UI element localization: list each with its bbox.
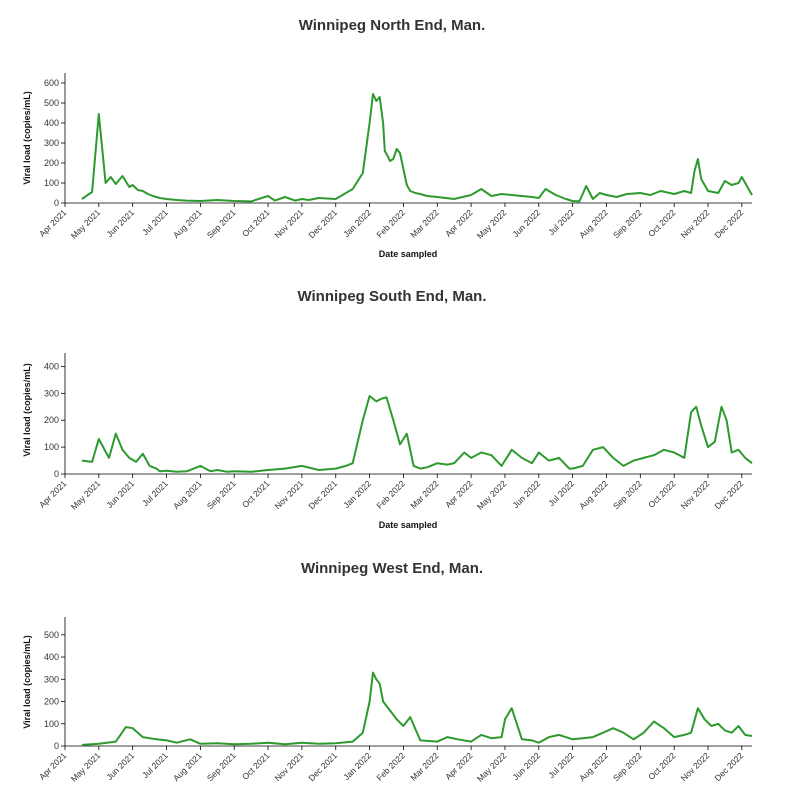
- x-tick-label: Jan 2022: [341, 207, 373, 239]
- y-tick-label: 0: [54, 198, 59, 208]
- x-tick-label: Jul 2021: [140, 750, 170, 780]
- x-tick-label: Jun 2021: [104, 207, 136, 239]
- x-axis-label: Date sampled: [379, 520, 438, 530]
- x-tick-label: Nov 2022: [679, 750, 712, 783]
- x-tick-label: May 2022: [475, 750, 509, 784]
- x-tick-label: Aug 2021: [171, 750, 204, 783]
- x-tick-label: Oct 2022: [646, 478, 678, 510]
- x-tick-label: Oct 2022: [646, 750, 678, 782]
- x-tick-label: Oct 2022: [646, 207, 678, 239]
- x-tick-label: Dec 2021: [306, 207, 339, 240]
- x-tick-label: Oct 2021: [240, 478, 272, 510]
- x-tick-label: Nov 2022: [679, 207, 712, 240]
- x-tick-label: Oct 2021: [240, 750, 272, 782]
- x-tick-label: Sep 2021: [205, 478, 238, 511]
- x-tick-label: Jul 2022: [546, 478, 576, 508]
- chart-panel-south: Winnipeg South End, Man. Viral load (cop…: [22, 288, 753, 530]
- y-tick-label: 0: [54, 741, 59, 751]
- x-tick-label: Feb 2022: [374, 478, 407, 511]
- x-tick-label: Sep 2021: [205, 207, 238, 240]
- y-axis-label: Viral load (copies/mL): [22, 91, 32, 184]
- series-line: [81, 395, 753, 473]
- x-tick-label: Nov 2021: [273, 478, 306, 511]
- x-tick-label: Jul 2022: [546, 207, 576, 237]
- x-tick-label: Aug 2022: [577, 478, 610, 511]
- x-tick-label: Apr 2022: [443, 750, 475, 782]
- x-tick-label: Jun 2022: [510, 750, 542, 782]
- x-tick-label: Dec 2022: [712, 207, 745, 240]
- x-tick-label: May 2022: [475, 478, 509, 512]
- series-line: [81, 93, 753, 203]
- x-tick-label: Nov 2021: [273, 750, 306, 783]
- chart-title: Winnipeg South End, Man.: [297, 288, 486, 305]
- x-tick-label: Jun 2021: [104, 750, 136, 782]
- y-tick-label: 300: [44, 388, 59, 398]
- x-tick-label: Dec 2021: [306, 478, 339, 511]
- x-tick-label: Sep 2021: [205, 750, 238, 783]
- y-tick-label: 200: [44, 697, 59, 707]
- y-tick-label: 200: [44, 415, 59, 425]
- x-tick-label: Nov 2021: [273, 207, 306, 240]
- x-tick-label: Dec 2022: [712, 750, 745, 783]
- x-tick-label: Jan 2022: [341, 478, 373, 510]
- x-tick-label: Apr 2021: [37, 478, 69, 510]
- x-tick-label: Apr 2022: [443, 207, 475, 239]
- x-tick-label: Sep 2022: [611, 478, 644, 511]
- x-tick-label: Oct 2021: [240, 207, 272, 239]
- x-tick-label: Jul 2022: [546, 750, 576, 780]
- y-tick-label: 200: [44, 158, 59, 168]
- x-tick-label: Jul 2021: [140, 478, 170, 508]
- y-tick-label: 500: [44, 630, 59, 640]
- chart-panel-west: Winnipeg West End, Man. Viral load (copi…: [22, 560, 753, 784]
- chart-title: Winnipeg West End, Man.: [301, 560, 483, 577]
- x-tick-label: Mar 2022: [408, 750, 441, 783]
- x-tick-label: Feb 2022: [374, 750, 407, 783]
- x-tick-label: Mar 2022: [408, 207, 441, 240]
- y-axis-label: Viral load (copies/mL): [22, 363, 32, 456]
- x-tick-label: Jul 2021: [140, 207, 170, 237]
- chart-panel-north: Winnipeg North End, Man. Viral load (cop…: [22, 17, 753, 259]
- y-tick-label: 100: [44, 178, 59, 188]
- x-tick-label: Dec 2021: [306, 750, 339, 783]
- x-tick-label: Sep 2022: [611, 207, 644, 240]
- x-tick-label: Aug 2021: [171, 207, 204, 240]
- x-tick-label: Nov 2022: [679, 478, 712, 511]
- x-tick-label: Apr 2021: [37, 207, 69, 239]
- y-tick-label: 100: [44, 442, 59, 452]
- series-line: [81, 671, 753, 746]
- x-axis-label: Date sampled: [379, 249, 438, 259]
- x-tick-label: Aug 2022: [577, 750, 610, 783]
- x-tick-label: May 2022: [475, 207, 509, 241]
- x-tick-label: Dec 2022: [712, 478, 745, 511]
- y-tick-label: 400: [44, 652, 59, 662]
- x-tick-label: Jan 2022: [341, 750, 373, 782]
- x-tick-label: Mar 2022: [408, 478, 441, 511]
- chart-axes: 0 100 200 300 400 500 Apr 2021 May 2021 Jun 2021…: [37, 617, 753, 784]
- y-tick-label: 0: [54, 469, 59, 479]
- x-tick-label: Apr 2021: [37, 750, 69, 782]
- x-tick-label: Aug 2021: [171, 478, 204, 511]
- x-tick-label: Sep 2022: [611, 750, 644, 783]
- y-tick-label: 400: [44, 361, 59, 371]
- x-tick-label: Jun 2022: [510, 478, 542, 510]
- x-tick-label: Feb 2022: [374, 207, 407, 240]
- y-tick-label: 400: [44, 118, 59, 128]
- x-tick-label: Jun 2022: [510, 207, 542, 239]
- x-tick-label: May 2021: [69, 750, 103, 784]
- y-axis-label: Viral load (copies/mL): [22, 635, 32, 728]
- y-tick-label: 600: [44, 78, 59, 88]
- y-tick-label: 300: [44, 674, 59, 684]
- chart-title: Winnipeg North End, Man.: [299, 17, 486, 34]
- y-tick-label: 100: [44, 719, 59, 729]
- x-tick-label: Jun 2021: [104, 478, 136, 510]
- y-tick-label: 500: [44, 98, 59, 108]
- y-tick-label: 300: [44, 138, 59, 148]
- x-tick-label: Apr 2022: [443, 478, 475, 510]
- x-tick-label: May 2021: [69, 207, 103, 241]
- x-tick-label: May 2021: [69, 478, 103, 512]
- x-tick-label: Aug 2022: [577, 207, 610, 240]
